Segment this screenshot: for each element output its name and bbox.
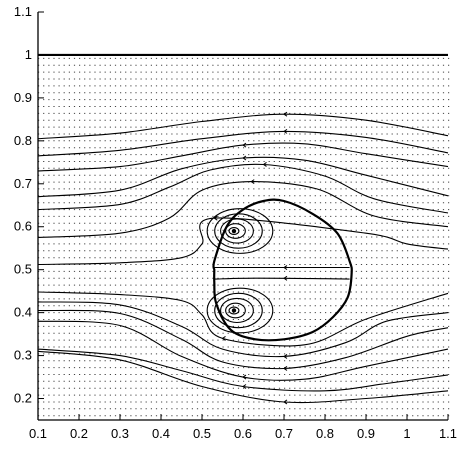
streamline-arrow-10 <box>283 366 288 371</box>
streamline-arrow-1 <box>283 111 288 117</box>
streamline-arrow-14 <box>283 265 288 270</box>
x-tick-label: 0.9 <box>357 426 375 441</box>
vortex-2-loop-3 <box>220 297 254 324</box>
x-tick-label: 0.6 <box>234 426 252 441</box>
axes: 0.1 0.2 0.3 0.4 0.5 0.6 0.7 0.8 0.9 1 1.1 0.2 0.3 0.4… <box>14 4 457 441</box>
vortex-1-loop-2 <box>225 223 246 239</box>
y-tick-label: 1.1 <box>14 4 32 19</box>
streamline-arrow-15 <box>283 275 288 281</box>
x-tick-label: 0.3 <box>111 426 129 441</box>
streamline-15 <box>214 277 350 280</box>
streamline-arrow-8 <box>221 335 226 341</box>
y-tick-label: 0.4 <box>14 305 32 320</box>
x-tick-label: 0.7 <box>275 426 293 441</box>
streamline-10 <box>37 309 449 370</box>
streamline-arrow-5 <box>262 162 267 167</box>
streamline-6 <box>37 181 449 239</box>
x-tick-label: 1 <box>403 426 410 441</box>
streamline-arrow-11 <box>242 374 247 380</box>
vortex-1-core <box>231 228 237 234</box>
y-tick-label: 0.8 <box>14 133 32 148</box>
vortex-2-core <box>231 308 237 313</box>
streamline-arrow-2 <box>283 128 288 134</box>
x-tick-label: 0.1 <box>29 426 47 441</box>
vortex-2-loop-5 <box>206 287 274 334</box>
streamline-13 <box>37 350 449 404</box>
streamline-5 <box>37 163 449 214</box>
separatrix <box>212 198 353 342</box>
vortex-1-loop-1 <box>228 227 240 236</box>
streamline-12 <box>37 348 449 392</box>
streamline-arrow-3 <box>242 142 247 148</box>
streamline-arrow-13 <box>283 399 288 405</box>
x-tick-label: 0.5 <box>193 426 211 441</box>
streamline-2 <box>37 130 449 157</box>
streamline-arrow-4 <box>242 155 247 161</box>
y-tick-label: 0.5 <box>14 262 32 277</box>
vortex-1-loop-5 <box>206 208 274 254</box>
streamline-4 <box>37 156 449 198</box>
streamlines <box>37 111 449 405</box>
y-tick-label: 0.3 <box>14 348 32 363</box>
streamline-11 <box>37 320 449 381</box>
streamline-1 <box>37 113 449 140</box>
y-tick-label: 0.9 <box>14 90 32 105</box>
vortex-1-loop-4 <box>214 213 263 249</box>
vortex-1-loop-3 <box>220 218 254 244</box>
streamline-arrow-9 <box>283 354 288 359</box>
streamline-arrow-12 <box>242 384 247 389</box>
streamline-9 <box>37 301 449 358</box>
vortex-2-loop-1 <box>228 306 240 315</box>
x-tick-label: 0.4 <box>152 426 170 441</box>
vortex-rings <box>206 208 274 334</box>
y-tick-label: 1 <box>25 47 32 62</box>
streamline-arrow-6 <box>250 179 255 185</box>
vortex-2-loop-2 <box>225 302 246 319</box>
x-tick-label: 0.8 <box>316 426 334 441</box>
streamline-8 <box>37 291 449 347</box>
y-tick-label: 0.7 <box>14 176 32 191</box>
x-tick-label: 0.2 <box>70 426 88 441</box>
streamline-7 <box>37 217 449 266</box>
x-tick-label: 1.1 <box>439 426 457 441</box>
y-tick-label: 0.2 <box>14 391 32 406</box>
y-tick-label: 0.6 <box>14 219 32 234</box>
vortex-2-loop-4 <box>214 292 263 329</box>
streamline-arrow-7 <box>213 215 218 221</box>
